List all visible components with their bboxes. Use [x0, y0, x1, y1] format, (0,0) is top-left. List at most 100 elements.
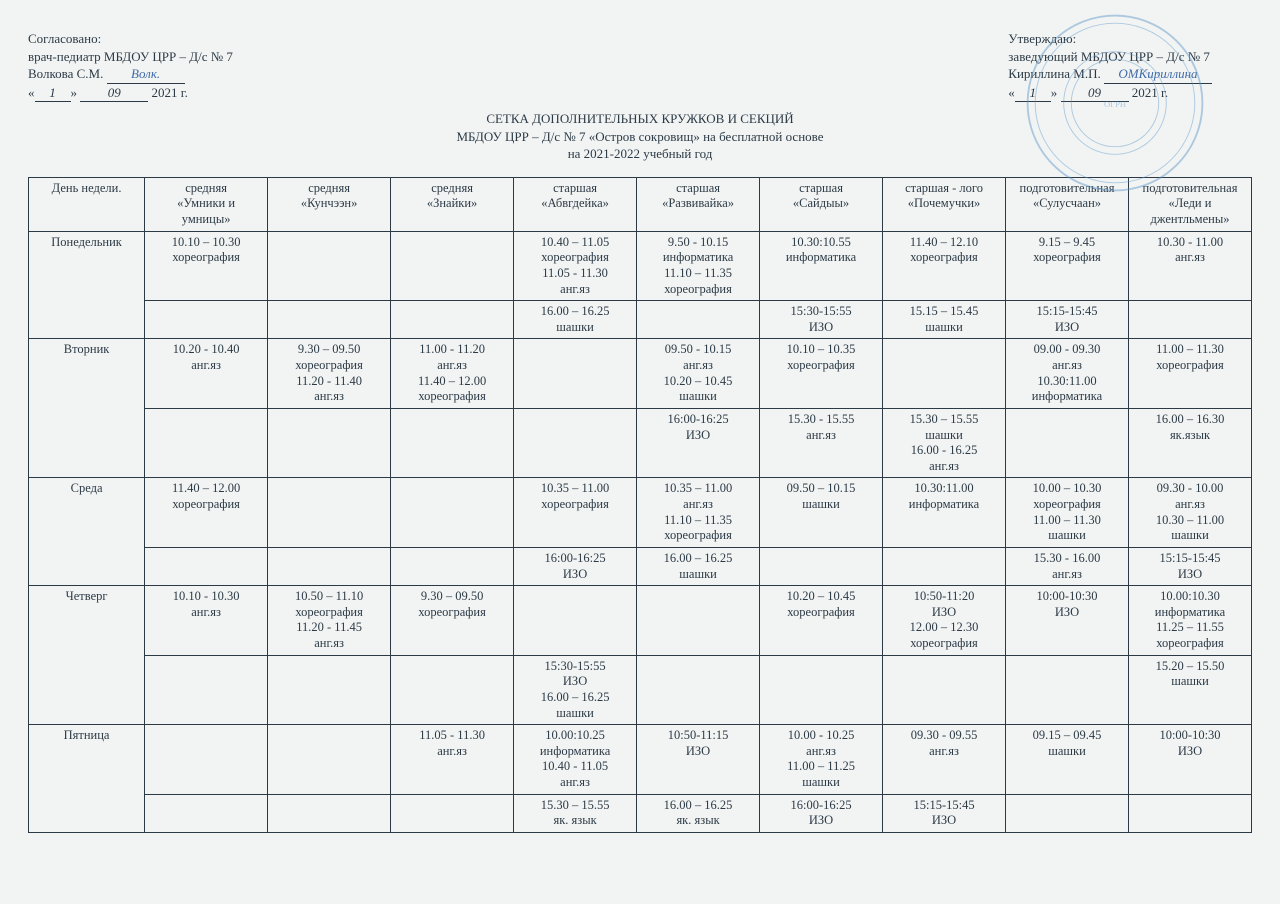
table-row: 15.30 – 15.55як. язык16.00 – 16.25як. яз…: [29, 794, 1252, 832]
approval-left-year: 2021 г.: [152, 85, 188, 100]
schedule-cell: [391, 478, 514, 548]
schedule-cell: [760, 655, 883, 725]
schedule-cell: 09.00 - 09.30анг.яз10.30:11.00информатик…: [1006, 339, 1129, 409]
schedule-cell: [1006, 794, 1129, 832]
approval-left-day: 1: [35, 84, 71, 103]
schedule-cell: 09.30 - 10.00анг.яз10.30 – 11.00шашки: [1129, 478, 1252, 548]
schedule-cell: [268, 794, 391, 832]
col-group: старшая«Сайдыы»: [760, 177, 883, 231]
schedule-cell: 10.35 – 11.00анг.яз11.10 – 11.35хореогра…: [637, 478, 760, 548]
approval-row: Согласовано: врач-педиатр МБДОУ ЦРР – Д/…: [28, 30, 1252, 102]
schedule-cell: 09.50 - 10.15анг.яз10.20 – 10.45шашки: [637, 339, 760, 409]
schedule-cell: [1006, 655, 1129, 725]
schedule-cell: [1129, 794, 1252, 832]
schedule-cell: [1129, 301, 1252, 339]
schedule-cell: 15.30 – 15.55як. язык: [514, 794, 637, 832]
schedule-cell: [268, 408, 391, 478]
schedule-cell: [514, 586, 637, 656]
schedule-cell: 10:50-11:15ИЗО: [637, 725, 760, 795]
approval-left-line2: врач-педиатр МБДОУ ЦРР – Д/с № 7: [28, 48, 233, 66]
col-group: старшая«Развивайка»: [637, 177, 760, 231]
schedule-cell: 10.20 - 10.40анг.яз: [145, 339, 268, 409]
schedule-cell: 10.00 – 10.30хореография11.00 – 11.30шаш…: [1006, 478, 1129, 548]
schedule-cell: [268, 725, 391, 795]
schedule-cell: 10.20 – 10.45хореография: [760, 586, 883, 656]
approval-right-signature: ОМКириллина: [1104, 65, 1212, 84]
schedule-cell: [145, 655, 268, 725]
schedule-cell: 9.30 – 09.50хореография: [391, 586, 514, 656]
schedule-cell: [145, 794, 268, 832]
schedule-cell: 16:00-16:25ИЗО: [514, 547, 637, 585]
day-cell: Вторник: [29, 339, 145, 478]
col-day: День недели.: [29, 177, 145, 231]
col-group: старшая«Абвгдейка»: [514, 177, 637, 231]
approval-left-name: Волкова С.М.: [28, 66, 103, 81]
schedule-cell: 10.00 - 10.25анг.яз11.00 – 11.25шашки: [760, 725, 883, 795]
approval-right-day: 1: [1015, 84, 1051, 103]
approval-left-month: 09: [80, 84, 148, 103]
approval-right-nameline: Кириллина М.П. ОМКириллина: [1008, 65, 1212, 84]
col-group: средняя«Знайки»: [391, 177, 514, 231]
schedule-cell: [268, 231, 391, 301]
schedule-cell: 16.00 – 16.25як. язык: [637, 794, 760, 832]
approval-left-dateline: «1» 09 2021 г.: [28, 84, 233, 103]
approval-right-line1: Утверждаю:: [1008, 30, 1212, 48]
col-group: старшая - лого«Почемучки»: [883, 177, 1006, 231]
table-row: Среда11.40 – 12.00хореография10.35 – 11.…: [29, 478, 1252, 548]
table-row: Пятница11.05 - 11.30анг.яз10.00:10.25инф…: [29, 725, 1252, 795]
approval-right-month: 09: [1061, 84, 1129, 103]
schedule-cell: [145, 547, 268, 585]
schedule-cell: [391, 655, 514, 725]
table-body: Понедельник10.10 – 10.30хореография10.40…: [29, 231, 1252, 832]
schedule-cell: 10.35 – 11.00хореография: [514, 478, 637, 548]
schedule-cell: 09.50 – 10.15шашки: [760, 478, 883, 548]
schedule-cell: [637, 586, 760, 656]
table-row: 16:00-16:25ИЗО15.30 - 15.55анг.яз15.30 –…: [29, 408, 1252, 478]
schedule-cell: [760, 547, 883, 585]
schedule-cell: [391, 794, 514, 832]
schedule-cell: 15:30-15:55ИЗО16.00 – 16.25шашки: [514, 655, 637, 725]
schedule-cell: 9.30 – 09.50хореография11.20 - 11.40анг.…: [268, 339, 391, 409]
schedule-cell: 16.00 – 16.25шашки: [637, 547, 760, 585]
schedule-cell: 09.15 – 09.45шашки: [1006, 725, 1129, 795]
schedule-cell: 10.10 – 10.35хореография: [760, 339, 883, 409]
schedule-cell: [391, 408, 514, 478]
title-line3: на 2021-2022 учебный год: [28, 145, 1252, 163]
table-row: Вторник10.20 - 10.40анг.яз9.30 – 09.50хо…: [29, 339, 1252, 409]
schedule-cell: [637, 301, 760, 339]
approval-left-line1: Согласовано:: [28, 30, 233, 48]
schedule-cell: [883, 339, 1006, 409]
schedule-cell: 11.40 – 12.00хореография: [145, 478, 268, 548]
approval-right: Утверждаю: заведующий МБДОУ ЦРР – Д/с № …: [1008, 30, 1212, 102]
title-line2: МБДОУ ЦРР – Д/с № 7 «Остров сокровищ» на…: [28, 128, 1252, 146]
schedule-cell: 16.00 – 16.30як.язык: [1129, 408, 1252, 478]
schedule-cell: [268, 655, 391, 725]
table-row: Понедельник10.10 – 10.30хореография10.40…: [29, 231, 1252, 301]
approval-left-signature: Волк.: [107, 65, 185, 84]
schedule-cell: [1006, 408, 1129, 478]
schedule-cell: [514, 408, 637, 478]
table-header-row: День недели.средняя«Умники иумницы»средн…: [29, 177, 1252, 231]
schedule-cell: 15:15-15:45ИЗО: [1129, 547, 1252, 585]
schedule-cell: 15.30 - 16.00анг.яз: [1006, 547, 1129, 585]
approval-left: Согласовано: врач-педиатр МБДОУ ЦРР – Д/…: [28, 30, 233, 102]
approval-right-year: 2021 г.: [1132, 85, 1168, 100]
schedule-cell: 10.00:10.30информатика11.25 – 11.55хорео…: [1129, 586, 1252, 656]
schedule-cell: 10.30:11.00информатика: [883, 478, 1006, 548]
col-group: подготовительная«Сулусчаан»: [1006, 177, 1129, 231]
table-row: 16:00-16:25ИЗО16.00 – 16.25шашки 15.30 - …: [29, 547, 1252, 585]
schedule-cell: 11.00 – 11.30хореография: [1129, 339, 1252, 409]
document-title: СЕТКА ДОПОЛНИТЕЛЬНЫХ КРУЖКОВ И СЕКЦИЙ МБ…: [28, 110, 1252, 163]
approval-right-name: Кириллина М.П.: [1008, 66, 1100, 81]
table-row: Четверг10.10 - 10.30анг.яз10.50 – 11.10х…: [29, 586, 1252, 656]
schedule-cell: 10.00:10.25информатика10.40 - 11.05анг.я…: [514, 725, 637, 795]
schedule-cell: [637, 655, 760, 725]
schedule-cell: [883, 547, 1006, 585]
schedule-cell: 16:00-16:25ИЗО: [637, 408, 760, 478]
approval-right-line2: заведующий МБДОУ ЦРР – Д/с № 7: [1008, 48, 1212, 66]
day-cell: Понедельник: [29, 231, 145, 339]
schedule-cell: 10.30:10.55информатика: [760, 231, 883, 301]
schedule-table: День недели.средняя«Умники иумницы»средн…: [28, 177, 1252, 833]
schedule-cell: [391, 547, 514, 585]
schedule-cell: [391, 301, 514, 339]
